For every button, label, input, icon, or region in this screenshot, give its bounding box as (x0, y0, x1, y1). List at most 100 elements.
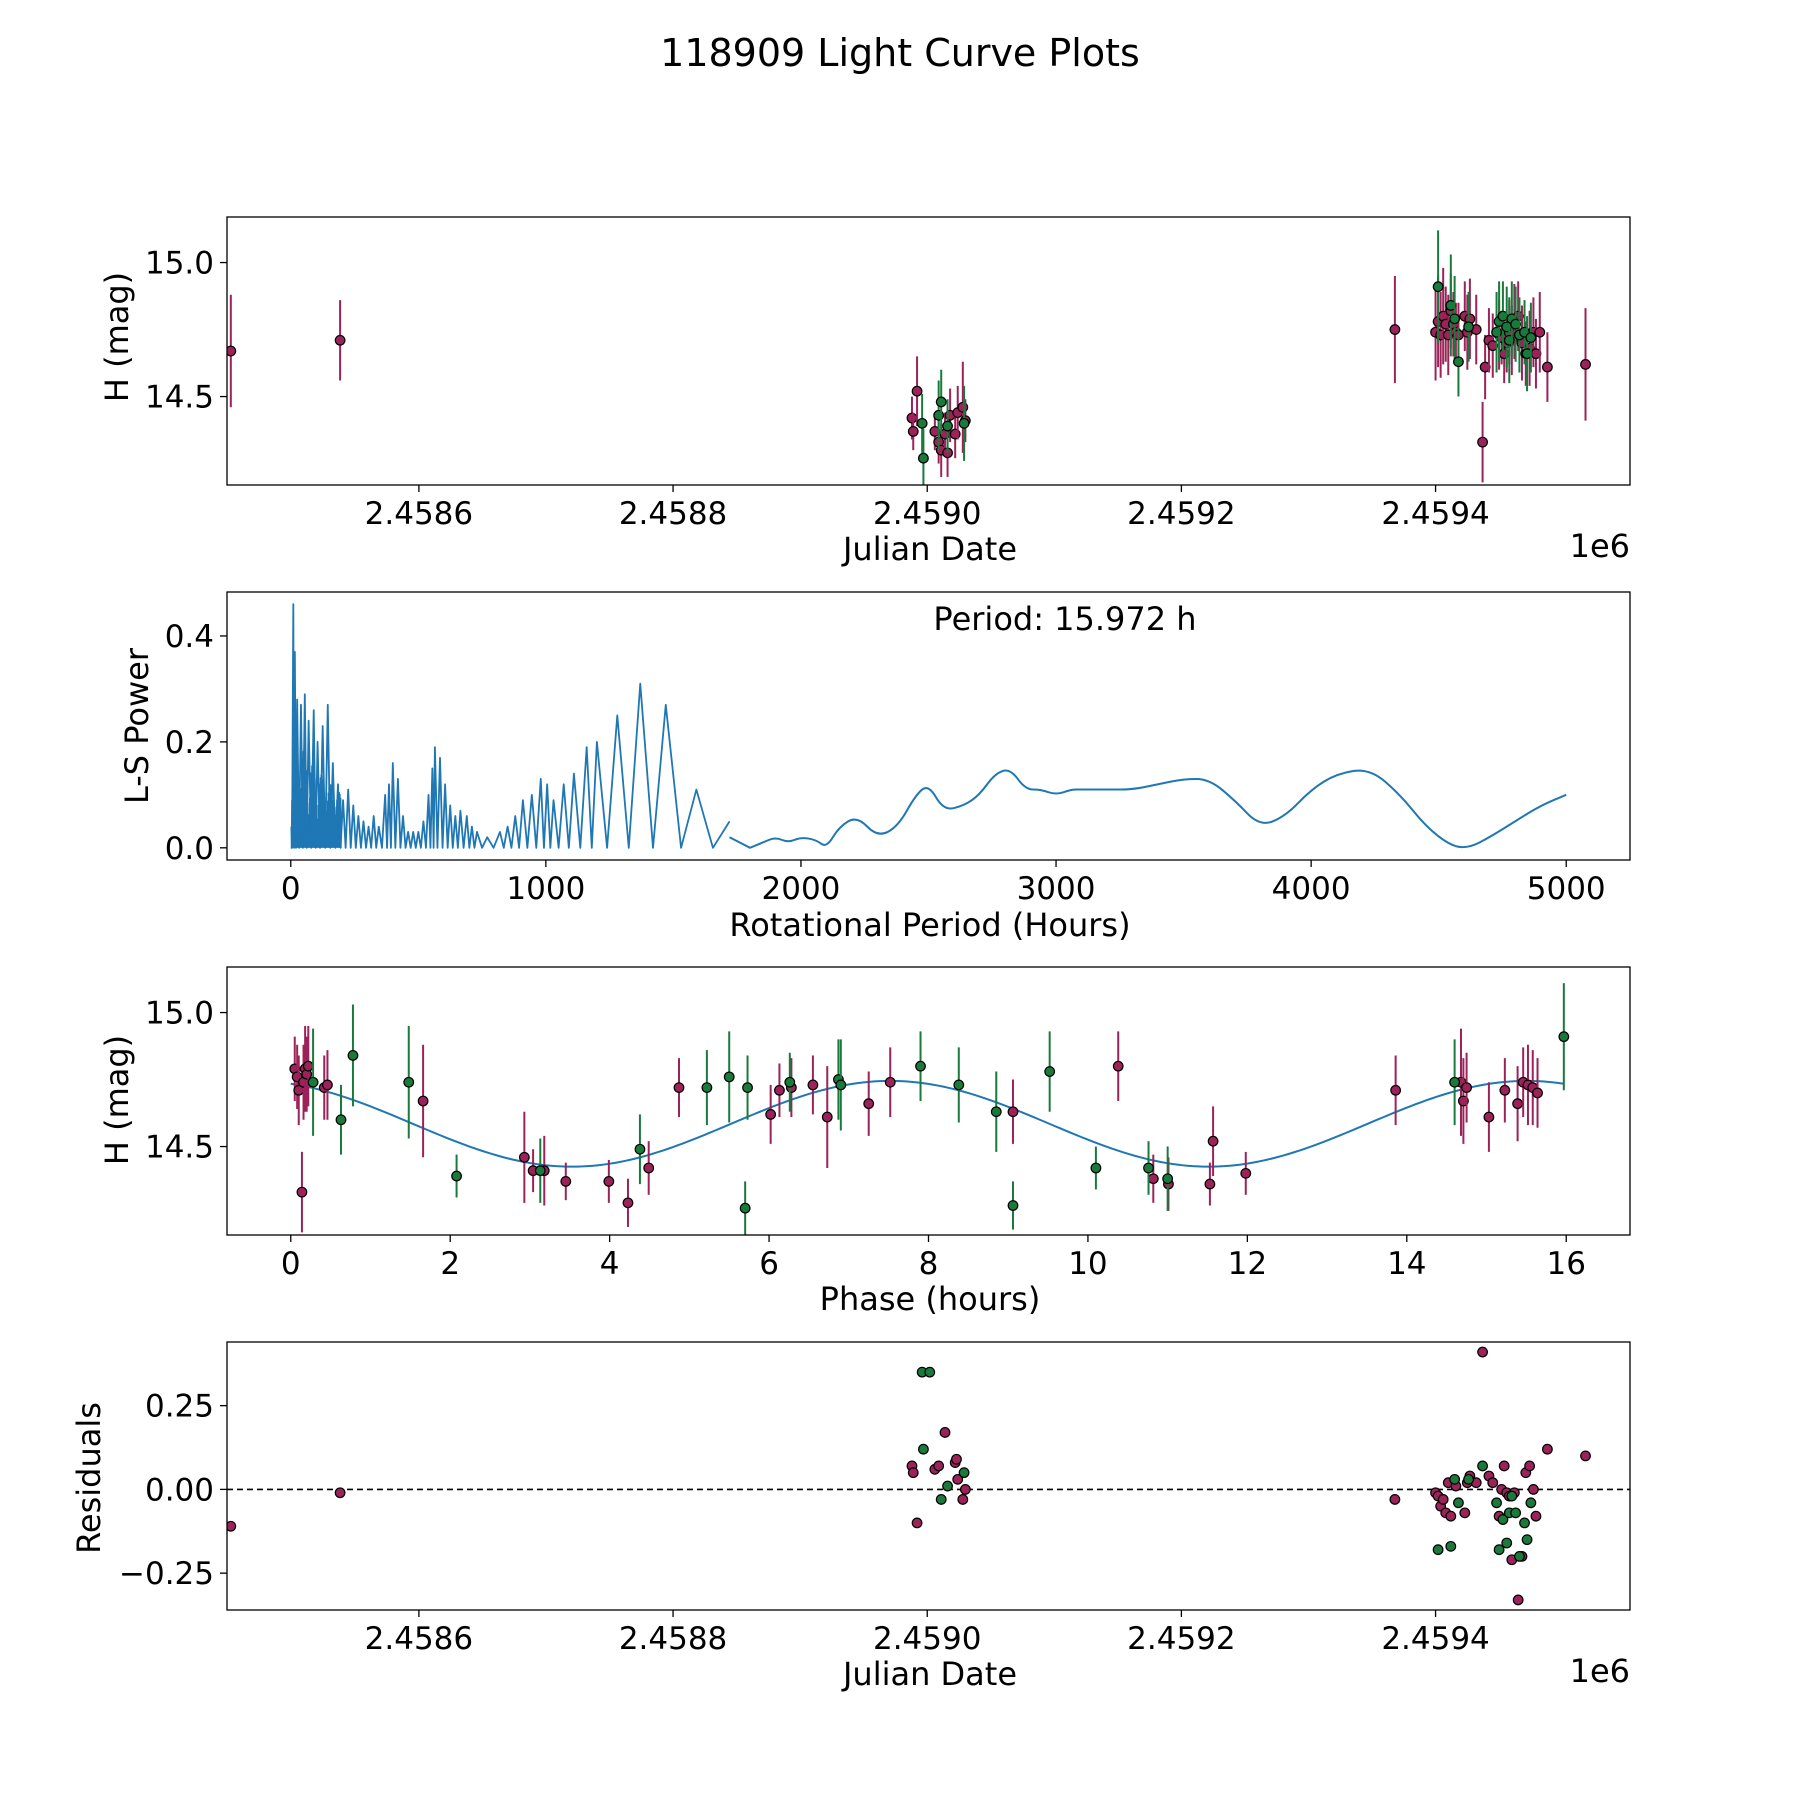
residuals-point-green-14 (1497, 1514, 1509, 1525)
light-curve-xtick-label-0: 2.4586 (365, 496, 473, 532)
residuals-point-green-2 (924, 1366, 936, 1378)
light-curve-point-magenta-30 (1477, 436, 1488, 448)
light-curve-xtick-label-4: 2.4594 (1381, 496, 1489, 532)
phased-curve-point-magenta-31 (1207, 1135, 1219, 1147)
light-curve-point-green-9 (1453, 356, 1464, 368)
phased-curve-point-magenta-36 (1461, 1082, 1472, 1093)
phased-curve-point-magenta-30 (1204, 1178, 1216, 1190)
light-curve-point-green-0 (916, 417, 928, 429)
phased-curve-point-green-13 (835, 1079, 847, 1091)
residuals-panel: 2.4586 2.4588 2.4590 2.4592 2.4594 −0.25 0.00 0… (70, 1341, 1631, 1693)
phased-curve-point-green-7 (701, 1082, 713, 1093)
light-curve-point-magenta-0 (227, 345, 237, 357)
residuals-point-green-15 (1501, 1537, 1513, 1549)
light-curve-xtick-label-1: 2.4588 (619, 496, 727, 532)
residuals-point-green-4 (942, 1480, 953, 1492)
periodogram-xtick-label-5: 5000 (1527, 871, 1606, 907)
phased-curve-xtick-label-7: 14 (1387, 1246, 1426, 1282)
periodogram-ylabel: L-S Power (118, 647, 156, 804)
residuals-point-green-18 (1510, 1507, 1522, 1519)
phased-curve-ytick-label-0: 14.5 (145, 1130, 214, 1166)
periodogram-xtick-label-0: 0 (281, 871, 301, 907)
phased-curve-point-magenta-20 (774, 1084, 785, 1096)
residuals-point-magenta-43 (1580, 1450, 1591, 1462)
period-annotation: Period: 15.972 h (933, 600, 1196, 638)
light-curve-point-green-5 (958, 417, 970, 429)
periodogram-tail (729, 769, 1567, 849)
residuals-point-magenta-40 (1528, 1483, 1539, 1495)
phased-curve-point-green-3 (403, 1076, 415, 1088)
light-curve-data (227, 230, 1591, 485)
periodogram-xtick-label-2: 2000 (762, 871, 841, 907)
phased-curve-point-magenta-27 (1112, 1060, 1124, 1072)
periodogram-ytick-label-2: 0.4 (165, 619, 214, 655)
residuals-point-green-21 (1521, 1534, 1533, 1546)
residuals-point-green-17 (1506, 1490, 1518, 1502)
residuals-point-magenta-31 (1498, 1460, 1510, 1472)
light-curve-plot-area: 2.4586 2.4588 2.4590 2.4592 2.4594 14.5 15.0 (145, 216, 1631, 532)
phased-curve-point-green-10 (742, 1082, 753, 1093)
phased-curve-xtick-label-5: 10 (1068, 1246, 1107, 1282)
residuals-point-magenta-1 (334, 1487, 346, 1499)
light-curve-point-green-3 (935, 396, 947, 408)
residuals-xtick-label-4: 2.4594 (1381, 1621, 1489, 1657)
phased-curve-point-magenta-33 (1390, 1084, 1402, 1096)
phased-curve-xtick-label-8: 16 (1547, 1246, 1586, 1282)
light-curve-ytick-label-1: 15.0 (145, 246, 214, 282)
phased-curve-point-green-18 (1044, 1066, 1056, 1077)
residuals-frame (226, 1341, 1631, 1611)
residuals-point-green-6 (1432, 1544, 1444, 1556)
phased-curve-point-green-4 (451, 1170, 462, 1182)
light-curve-point-magenta-48 (1541, 361, 1553, 373)
residuals-point-green-12 (1491, 1497, 1502, 1509)
light-curve-offset-label: 1e6 (1570, 527, 1630, 565)
phased-curve-point-magenta-16 (622, 1197, 634, 1209)
residuals-point-magenta-7 (939, 1427, 951, 1438)
phased-curve-xtick-label-0: 0 (281, 1246, 301, 1282)
phased-curve-xtick-label-2: 4 (600, 1246, 620, 1282)
phased-curve-point-magenta-18 (673, 1082, 685, 1093)
light-curve-panel: 2.4586 2.4588 2.4590 2.4592 2.4594 14.5 15.0 J… (98, 216, 1631, 568)
periodogram-ytick-label-1: 0.2 (165, 725, 214, 761)
light-curve-point-magenta-4 (911, 385, 923, 397)
phased-curve-xlabel: Phase (hours) (820, 1280, 1041, 1318)
phased-curve-ylabel: H (mag) (98, 1035, 136, 1165)
phased-curve-series-green (307, 983, 1570, 1235)
periodogram-panel: 0 1000 2000 3000 4000 5000 0.0 0.2 0.4 Rotationa… (118, 591, 1631, 944)
phased-curve-point-magenta-19 (765, 1108, 777, 1120)
phased-curve-point-green-19 (1090, 1162, 1102, 1174)
phased-curve-point-green-1 (335, 1114, 347, 1126)
residuals-point-magenta-9 (951, 1453, 962, 1465)
phased-curve-point-magenta-9 (322, 1079, 333, 1091)
phased-curve-point-magenta-11 (518, 1151, 530, 1163)
residuals-point-green-22 (1525, 1497, 1537, 1509)
phased-curve-point-green-20 (1143, 1162, 1154, 1174)
light-curve-ytick-label-0: 14.5 (145, 380, 214, 416)
phased-curve-point-green-5 (534, 1165, 546, 1177)
phased-curve-xtick-label-1: 2 (440, 1246, 460, 1282)
phased-curve-point-green-16 (990, 1106, 1002, 1118)
residuals-point-magenta-3 (907, 1467, 919, 1479)
light-curve-series-green (916, 230, 1537, 485)
residuals-point-magenta-10 (952, 1473, 964, 1485)
phased-curve-point-magenta-17 (643, 1162, 655, 1174)
phased-curve-xtick-label-4: 8 (919, 1246, 939, 1282)
light-curve-ylabel: H (mag) (98, 272, 136, 402)
light-curve-point-magenta-47 (1534, 326, 1546, 338)
residuals-point-magenta-22 (1459, 1507, 1471, 1519)
phased-curve-point-magenta-38 (1499, 1084, 1511, 1096)
residuals-point-magenta-36 (1512, 1594, 1524, 1606)
residuals-xtick-label-1: 2.4588 (619, 1621, 727, 1657)
residuals-point-green-7 (1445, 1540, 1457, 1552)
residuals-point-magenta-0 (227, 1520, 237, 1532)
phased-curve-point-magenta-10 (417, 1095, 429, 1107)
phased-curve-point-green-15 (953, 1079, 965, 1091)
light-curve-point-green-8 (1449, 313, 1461, 325)
periodogram-data (290, 603, 1567, 849)
residuals-point-magenta-41 (1530, 1510, 1542, 1522)
residuals-ytick-label-1: 0.00 (145, 1472, 214, 1508)
phased-curve-data (289, 983, 1570, 1235)
phased-curve-point-magenta-43 (1532, 1087, 1543, 1099)
periodogram-xtick-label-1: 1000 (506, 871, 585, 907)
phased-curve-point-magenta-25 (884, 1076, 896, 1088)
